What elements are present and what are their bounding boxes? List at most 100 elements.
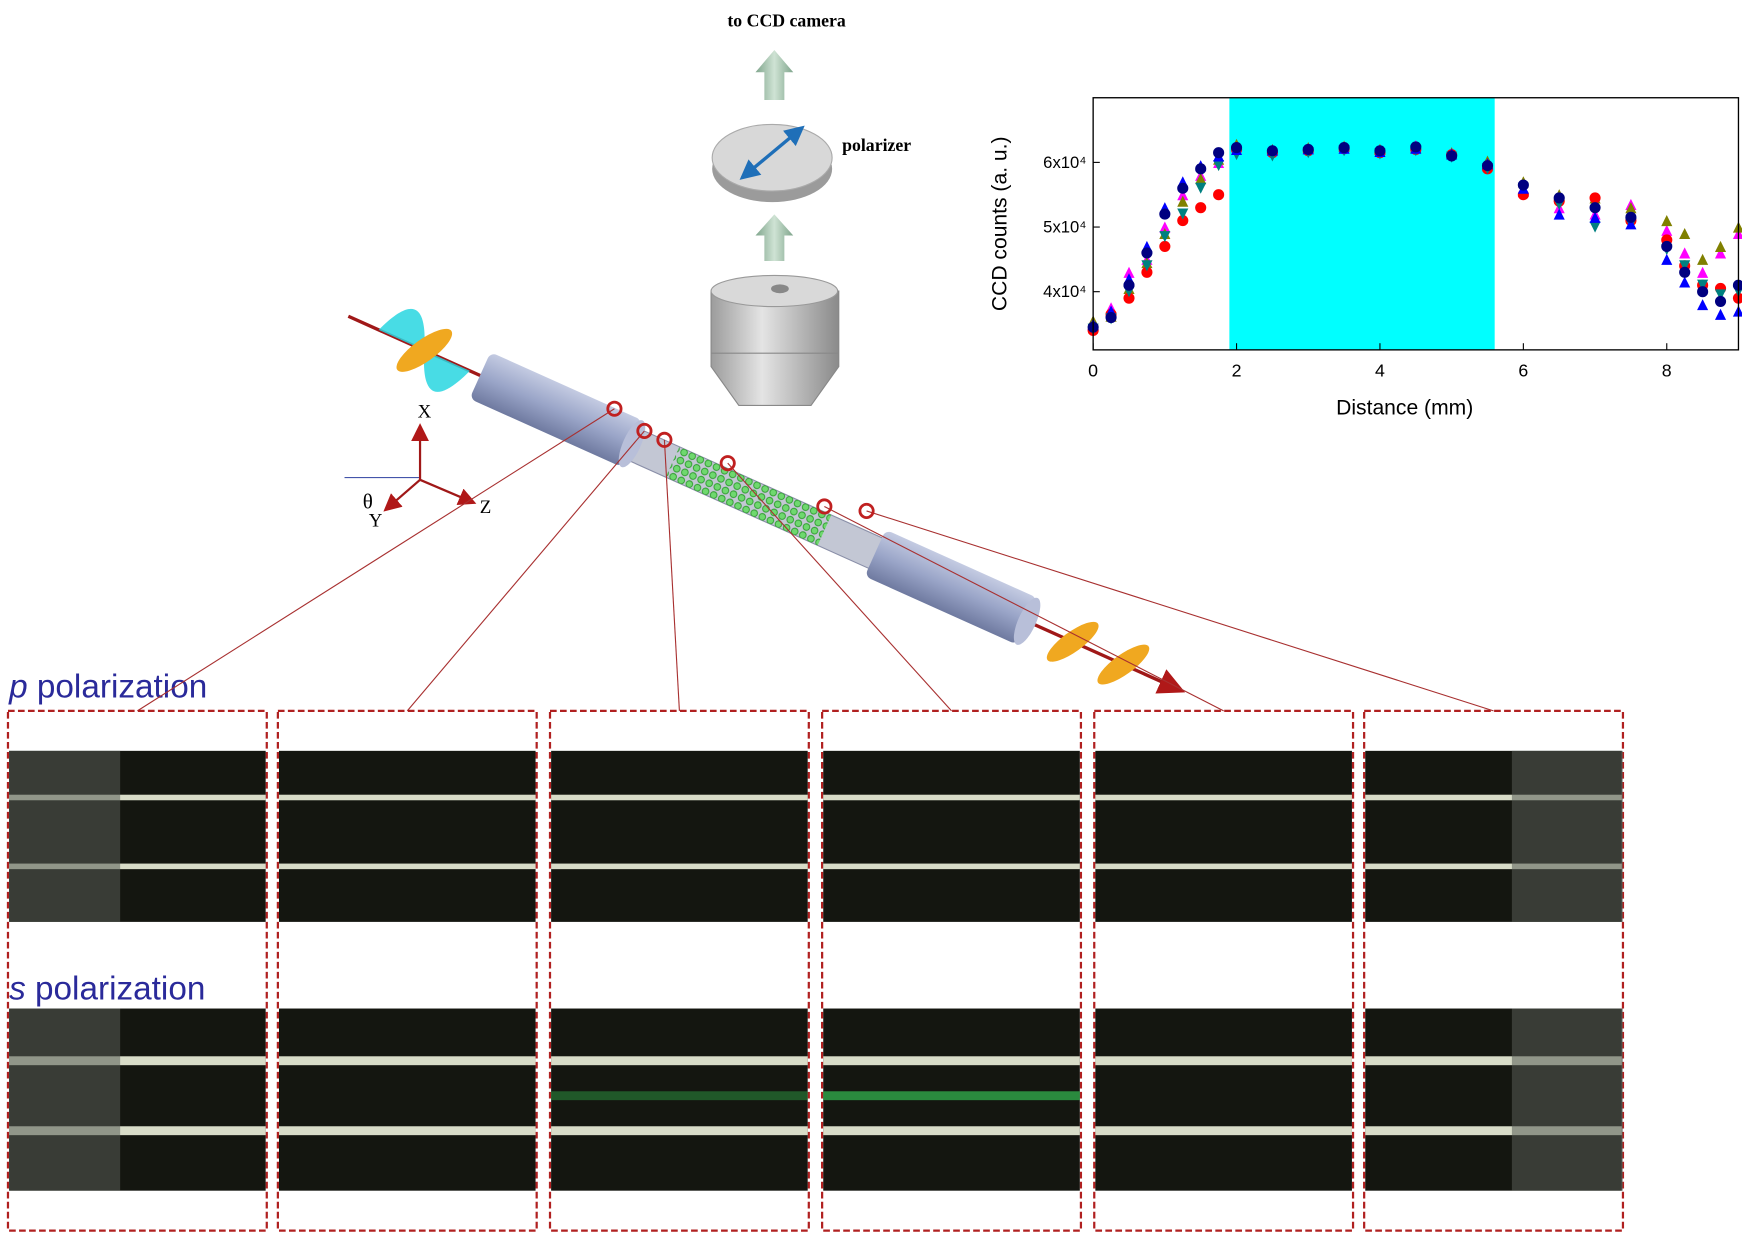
point <box>1679 228 1690 239</box>
angle-label: θ <box>363 490 373 514</box>
p-label: p polarization <box>8 669 207 706</box>
polarizer-label: polarizer <box>842 135 911 155</box>
fiber-wall <box>823 864 1080 870</box>
green-emission <box>551 1091 808 1100</box>
micrograph <box>1095 751 1352 922</box>
fiber-wall <box>279 1056 536 1065</box>
fiber-wall <box>279 795 536 801</box>
point <box>1106 312 1117 323</box>
point <box>1339 142 1350 153</box>
fiber-wall <box>823 795 1080 801</box>
point <box>1590 192 1601 203</box>
fiber-wall <box>279 1126 536 1135</box>
x-axis-title: Distance (mm) <box>1336 396 1473 419</box>
point <box>1715 296 1726 307</box>
point <box>1374 145 1385 156</box>
axis-z <box>420 480 472 502</box>
camera-label: to CCD camera <box>727 11 846 31</box>
point <box>1590 221 1601 232</box>
point <box>1733 221 1742 232</box>
point <box>1159 209 1170 220</box>
point <box>1195 163 1206 174</box>
point <box>1679 247 1690 258</box>
point <box>1679 276 1690 287</box>
p-text: polarization <box>37 669 207 706</box>
point <box>1410 141 1421 152</box>
micrograph <box>279 751 536 922</box>
highlight-band <box>1229 98 1494 350</box>
objective <box>711 291 839 405</box>
fiber-wall <box>1095 795 1352 801</box>
point <box>1213 147 1224 158</box>
fiber-wall <box>1095 1126 1352 1135</box>
fiber-wall <box>279 864 536 870</box>
micrograph <box>279 1009 536 1191</box>
arrow-up <box>755 214 793 261</box>
green-emission <box>823 1091 1080 1100</box>
s-symbol: s <box>9 971 26 1008</box>
probe-circle <box>818 500 831 513</box>
point <box>1733 280 1742 291</box>
x-tick-label: 4 <box>1375 361 1385 381</box>
point <box>1159 241 1170 252</box>
capillary-left <box>470 352 643 467</box>
point <box>1231 142 1242 153</box>
leader-line <box>407 431 644 711</box>
capillary-end <box>9 1009 120 1191</box>
x-tick-label: 0 <box>1088 361 1098 381</box>
x-tick-label: 8 <box>1662 361 1672 381</box>
capillary-right <box>865 530 1038 645</box>
point <box>1697 267 1708 278</box>
polarizer-disc <box>712 124 832 191</box>
p-symbol: p <box>8 669 28 706</box>
point <box>1177 183 1188 194</box>
fiber-wall <box>551 1056 808 1065</box>
point <box>1554 192 1565 203</box>
point <box>1697 299 1708 310</box>
y-tick-label: 6x10⁴ <box>1043 153 1086 172</box>
point <box>1625 212 1636 223</box>
fiber-wall <box>551 795 808 801</box>
wave-p <box>1042 615 1104 668</box>
y-tick-label: 5x10⁴ <box>1043 218 1086 237</box>
point <box>1697 254 1708 265</box>
point <box>1141 247 1152 258</box>
capillary-end <box>9 751 120 922</box>
point <box>1195 183 1206 194</box>
x-tick-label: 6 <box>1518 361 1528 381</box>
point <box>1518 179 1529 190</box>
s-text: polarization <box>35 971 205 1008</box>
micrograph <box>823 751 1080 922</box>
point <box>1303 144 1314 155</box>
capillary-end <box>1512 751 1623 922</box>
fiber-wall <box>823 1056 1080 1065</box>
point <box>1661 225 1672 236</box>
arrow-up <box>755 50 793 100</box>
y-tick-label: 4x10⁴ <box>1043 282 1086 301</box>
wave-p <box>1092 638 1154 691</box>
micrograph <box>551 751 808 922</box>
objective-hole <box>771 284 789 293</box>
figure: to CCD camera polarizer X Z Y θ p polari… <box>0 0 1742 1234</box>
point <box>1590 202 1601 213</box>
axis-y <box>387 480 420 509</box>
micrograph <box>1095 1009 1352 1191</box>
point <box>1482 160 1493 171</box>
point <box>1661 215 1672 226</box>
point <box>1715 241 1726 252</box>
point <box>1697 286 1708 297</box>
axis-z-label: Z <box>480 497 492 518</box>
s-label: s polarization <box>9 971 205 1008</box>
point <box>1661 241 1672 252</box>
crystal-section <box>666 447 832 546</box>
page: to CCD camera polarizer X Z Y θ p polari… <box>0 0 1742 1234</box>
point <box>1123 280 1134 291</box>
fiber-wall <box>551 1126 808 1135</box>
fiber-wall <box>1095 1056 1352 1065</box>
fiber-wall <box>551 864 808 870</box>
leader-line <box>824 506 1223 710</box>
leader-line <box>137 409 614 711</box>
fiber-wall <box>823 1126 1080 1135</box>
point <box>1715 309 1726 320</box>
